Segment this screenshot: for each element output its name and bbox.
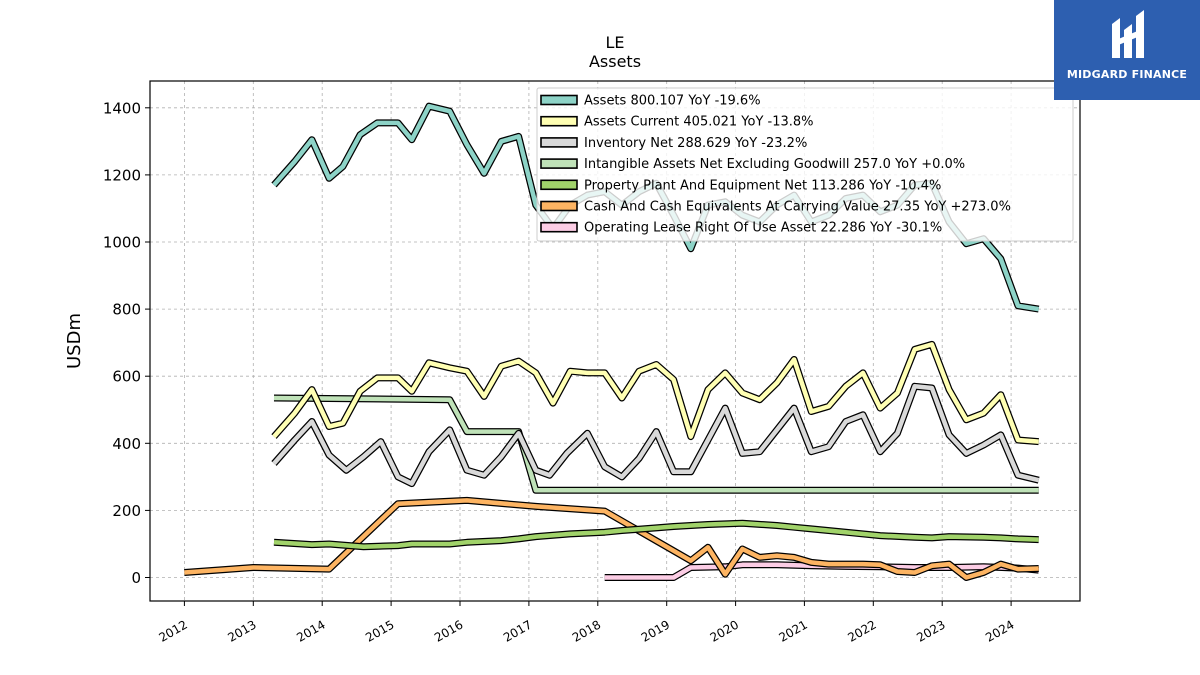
y-tick-label: 1200	[103, 166, 141, 184]
midgard-finance-logo: MIDGARD FINANCE	[1054, 0, 1200, 100]
x-tick-label: 2020	[708, 617, 741, 644]
legend-swatch	[540, 179, 578, 191]
series-inventory-net	[271, 382, 1040, 488]
series-line	[184, 498, 1039, 580]
legend-entry: Property Plant And Equipment Net 113.286…	[540, 178, 941, 193]
series-assets-current	[271, 340, 1039, 446]
series-layer	[184, 102, 1040, 581]
x-tick-label: 2012	[156, 617, 189, 644]
y-tick-label: 200	[112, 502, 141, 520]
legend-label: Intangible Assets Net Excluding Goodwill…	[584, 157, 965, 172]
x-tick-label: 2016	[432, 617, 465, 644]
chart-subtitle: Assets	[589, 52, 641, 71]
legend-swatch	[540, 94, 578, 106]
legend-swatch	[540, 115, 578, 127]
legend-label: Property Plant And Equipment Net 113.286…	[584, 178, 941, 193]
legend-label: Cash And Cash Equivalents At Carrying Va…	[584, 200, 1011, 215]
x-tick-label: 2018	[570, 617, 603, 644]
legend-label: Operating Lease Right Of Use Asset 22.28…	[584, 221, 942, 236]
series-outline	[273, 394, 1039, 494]
x-tick-label: 2019	[639, 617, 672, 644]
y-tick-label: 600	[112, 368, 141, 386]
legend-entry: Intangible Assets Net Excluding Goodwill…	[540, 157, 965, 172]
y-tick-label: 800	[112, 301, 141, 319]
series-intangible-assets-net-excluding-goodwill	[273, 394, 1039, 494]
x-tick-label: 2014	[294, 617, 327, 644]
y-tick-label: 0	[131, 569, 141, 587]
series-line	[272, 342, 1039, 444]
legend-label: Assets 800.107 YoY -19.6%	[584, 94, 761, 109]
x-tick-label: 2015	[363, 617, 396, 644]
legend-entry: Operating Lease Right Of Use Asset 22.28…	[540, 221, 942, 236]
y-tick-label: 1000	[103, 234, 141, 252]
x-tick-label: 2024	[983, 617, 1016, 644]
legend-entry: Inventory Net 288.629 YoY -23.2%	[540, 136, 807, 151]
legend-swatch	[540, 158, 578, 169]
legend-entry: Assets Current 405.021 YoY -13.8%	[540, 115, 814, 130]
legend-swatch	[540, 200, 578, 212]
x-tick-label: 2023	[914, 617, 947, 644]
series-line	[272, 384, 1040, 486]
legend-label: Assets Current 405.021 YoY -13.8%	[584, 115, 814, 130]
series-cash-and-cash-equivalents-at-carrying-value	[184, 496, 1039, 581]
legend-swatch	[540, 221, 578, 233]
legend-entry: Cash And Cash Equivalents At Carrying Va…	[540, 200, 1011, 215]
series-property-plant-and-equipment-net	[273, 519, 1039, 551]
legend-entry: Assets 800.107 YoY -19.6%	[540, 94, 761, 109]
y-tick-label: 400	[112, 435, 141, 453]
logo-text: MIDGARD FINANCE	[1066, 68, 1188, 81]
x-tick-label: 2013	[225, 617, 258, 644]
chart-title: LE	[605, 33, 624, 52]
x-tick-label: 2022	[845, 617, 878, 644]
x-tick-label: 2017	[501, 617, 534, 644]
legend-label: Inventory Net 288.629 YoY -23.2%	[584, 136, 807, 151]
x-tick-label: 2021	[776, 617, 809, 644]
series-outline	[271, 340, 1039, 446]
plot-frame	[149, 80, 1081, 602]
y-tick-label: 1400	[103, 99, 141, 117]
logo-mark-icon	[1112, 10, 1144, 58]
legend-swatch	[540, 137, 578, 148]
y-axis-label: USDm	[64, 313, 85, 369]
series-line	[273, 395, 1039, 493]
legend-box	[536, 87, 1074, 242]
series-line	[273, 520, 1039, 549]
legend: Assets 800.107 YoY -19.6% Assets Current …	[536, 87, 1074, 242]
